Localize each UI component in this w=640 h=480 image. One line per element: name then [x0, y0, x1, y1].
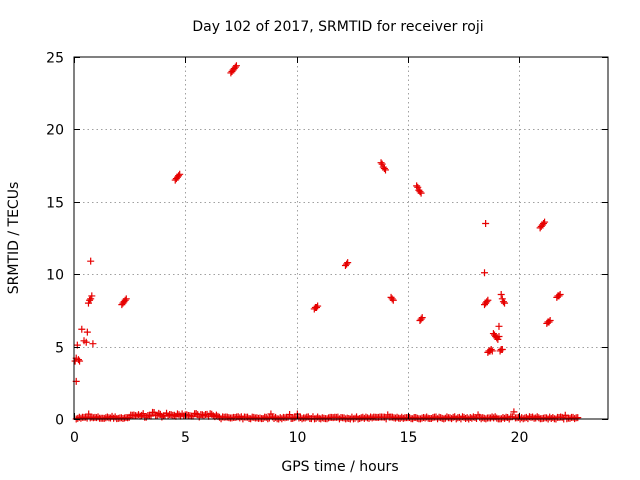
data-point	[541, 218, 549, 226]
data-point	[417, 315, 425, 323]
data-point	[232, 62, 240, 70]
data-point	[382, 166, 389, 174]
data-point	[83, 328, 91, 336]
baseline-point	[267, 410, 275, 418]
data-point	[231, 63, 239, 71]
data-point	[413, 182, 421, 190]
baseline-point	[100, 414, 108, 422]
baseline-point	[423, 413, 431, 421]
data-point	[483, 298, 491, 306]
y-tick-label: 5	[55, 341, 64, 357]
y-tick-label: 20	[46, 123, 64, 139]
data-point	[498, 345, 506, 353]
data-point	[545, 318, 553, 326]
baseline-point	[82, 413, 90, 421]
data-point	[313, 304, 321, 312]
data-point	[121, 296, 129, 304]
x-tick-label: 15	[400, 430, 418, 446]
data-point	[343, 260, 351, 268]
x-tick-label: 5	[181, 430, 190, 446]
x-tick-label: 10	[289, 430, 307, 446]
x-axis-label: GPS time / hours	[281, 459, 398, 475]
data-point	[344, 259, 352, 267]
baseline-point	[574, 414, 582, 422]
data-point	[501, 299, 509, 307]
y-tick-label: 25	[46, 51, 64, 67]
data-point	[556, 290, 564, 298]
baseline-point	[77, 414, 85, 422]
baseline-point	[155, 409, 163, 417]
data-point	[488, 347, 496, 355]
data-point	[555, 292, 563, 300]
data-point	[495, 322, 503, 330]
baseline-point	[412, 414, 420, 422]
baseline-point	[437, 414, 445, 422]
y-axis-label: SRMTID / TECUs	[6, 182, 22, 295]
data-point	[539, 220, 547, 228]
data-point	[122, 295, 130, 303]
data-point	[417, 189, 425, 197]
baseline-point	[85, 410, 93, 418]
y-tick-label: 15	[46, 196, 64, 212]
baseline-point	[493, 414, 501, 422]
baseline-point	[289, 414, 297, 422]
data-point	[499, 298, 507, 306]
data-point	[314, 302, 322, 310]
data-point	[481, 269, 489, 277]
data-point	[76, 357, 84, 365]
data-point	[74, 356, 82, 364]
baseline-point	[236, 414, 244, 422]
data-point	[389, 296, 397, 304]
data-point	[175, 172, 183, 180]
baseline-point	[510, 408, 518, 416]
grid-lines	[74, 57, 608, 419]
data-point	[497, 290, 505, 298]
baseline-point	[142, 413, 150, 421]
data-points	[71, 62, 582, 423]
data-point	[87, 257, 95, 265]
data-point	[78, 325, 86, 333]
baseline-point	[504, 414, 512, 422]
x-tick-label: 0	[70, 430, 79, 446]
baseline-point	[286, 411, 294, 419]
data-point	[380, 164, 388, 172]
baseline-point	[139, 410, 147, 418]
y-tick-label: 0	[55, 413, 64, 429]
baseline-point	[183, 411, 191, 419]
data-point	[87, 295, 95, 303]
plot-frame	[73, 56, 609, 420]
data-point	[84, 299, 92, 307]
baseline-point	[543, 414, 551, 422]
baseline-point	[135, 411, 143, 419]
data-point	[82, 338, 90, 346]
data-point	[176, 170, 184, 178]
data-point	[416, 188, 424, 196]
baseline-point	[147, 412, 155, 420]
baseline-point	[262, 413, 270, 421]
axis-ticks	[74, 57, 608, 420]
data-point	[546, 317, 554, 325]
data-point	[484, 296, 492, 304]
x-tick-label: 20	[511, 430, 529, 446]
data-point	[89, 340, 97, 348]
data-point	[418, 314, 426, 322]
data-point	[377, 159, 385, 167]
tick-labels: 0 5 10 15 20 0 5 10 15 20 25	[46, 51, 528, 447]
data-point	[487, 345, 495, 353]
baseline-point	[175, 411, 183, 419]
data-point	[482, 220, 490, 228]
chart-title: Day 102 of 2017, SRMTID for receiver roj…	[192, 19, 483, 35]
data-point	[495, 332, 503, 340]
data-point	[388, 295, 396, 303]
baseline-point	[192, 409, 200, 417]
y-tick-label: 10	[46, 268, 64, 284]
baseline-point	[399, 414, 407, 422]
